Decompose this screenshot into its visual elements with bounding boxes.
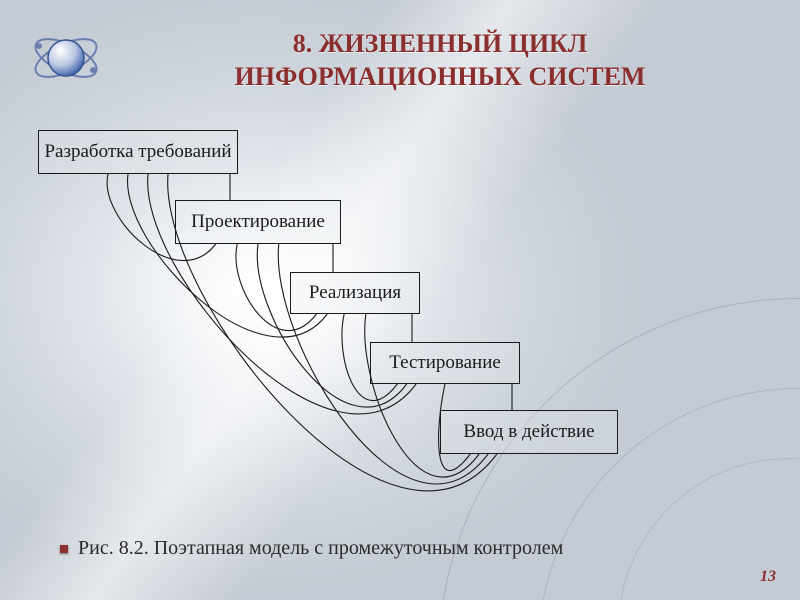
title-line1: 8. ЖИЗНЕННЫЙ ЦИКЛ	[293, 29, 588, 58]
title-line2: ИНФОРМАЦИОННЫХ СИСТЕМ	[235, 62, 646, 91]
flow-node-n5: Ввод в действие	[440, 410, 618, 454]
slide-title: 8. ЖИЗНЕННЫЙ ЦИКЛ ИНФОРМАЦИОННЫХ СИСТЕМ	[120, 28, 760, 93]
caption-text: Рис. 8.2. Поэтапная модель с промежуточн…	[78, 537, 563, 560]
flow-node-n2: Проектирование	[175, 200, 341, 244]
logo-icon	[30, 22, 102, 94]
page-number: 13	[760, 568, 776, 586]
flow-node-n3: Реализация	[290, 272, 420, 314]
flow-node-n4: Тестирование	[370, 342, 520, 384]
bullet-icon	[60, 545, 68, 553]
caption: Рис. 8.2. Поэтапная модель с промежуточн…	[60, 537, 563, 560]
flow-node-n1: Разработка требований	[38, 130, 238, 174]
